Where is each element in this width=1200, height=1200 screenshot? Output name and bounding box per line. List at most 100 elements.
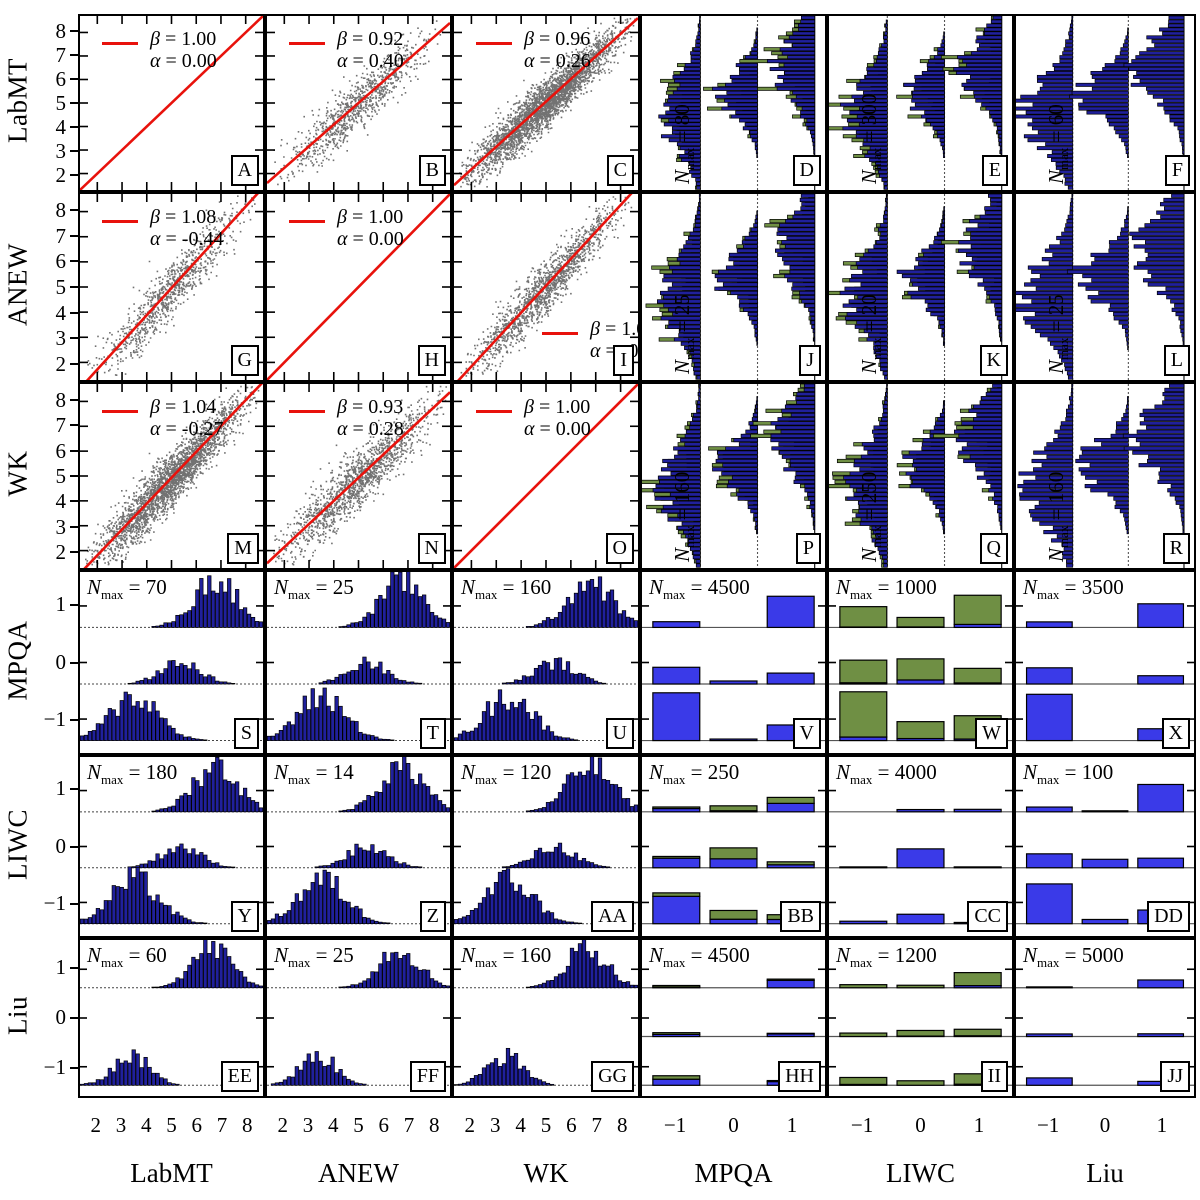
hist-bar — [310, 1061, 315, 1086]
hist-bar — [545, 802, 551, 813]
hist-bar — [465, 731, 471, 741]
hist-bar-blue — [942, 35, 945, 40]
hist-bar-blue — [934, 235, 945, 241]
hist-bar-blue — [813, 333, 816, 338]
hist-bar-blue — [726, 90, 758, 95]
hist-bar-blue — [1180, 509, 1185, 514]
hist-bar — [589, 862, 595, 869]
hist-bar-blue — [1135, 55, 1185, 60]
hist-bar — [346, 1078, 351, 1086]
stacked-bar-segment — [652, 692, 701, 742]
hist-bar-blue — [1071, 194, 1074, 198]
hist-bar — [183, 665, 188, 685]
stacked-bar-segment — [953, 972, 1002, 987]
hist-bar — [410, 778, 415, 813]
hist-bar-blue — [660, 316, 701, 321]
hist-bar-blue — [921, 114, 945, 119]
hist-bar-blue — [1165, 286, 1185, 291]
stacked-bar-segment — [766, 1032, 815, 1035]
hist-bar-blue — [868, 333, 888, 338]
hist-bar — [215, 757, 220, 813]
hist-bar-blue — [953, 67, 1003, 72]
hist-bar — [310, 882, 315, 925]
hist-bar — [163, 1078, 168, 1086]
hist-bar-blue — [853, 492, 888, 497]
panel-id-badge: EE — [220, 1061, 259, 1092]
hist-bar-blue — [729, 74, 758, 79]
hist-bar — [171, 805, 176, 813]
hist-bar-blue — [1027, 138, 1074, 143]
hist-bar-blue — [926, 63, 945, 68]
hist-bar-blue — [943, 31, 945, 36]
hist-bar-blue — [1056, 534, 1074, 539]
hist-bar-blue — [811, 324, 816, 329]
hist-bar-blue — [929, 429, 945, 434]
hist-bar-blue — [795, 471, 816, 476]
hist-bar-blue — [717, 450, 758, 455]
hist-bar-blue — [883, 185, 888, 190]
hist-bar — [358, 908, 363, 925]
hist-bar — [167, 806, 172, 813]
hist-bar — [378, 738, 383, 741]
hist-bar — [597, 965, 603, 989]
hist-bar-blue — [695, 43, 701, 48]
hist-bar-blue — [942, 408, 945, 413]
hist-bar-blue — [1016, 307, 1074, 312]
hist-bar — [183, 848, 188, 869]
hist-bar — [195, 854, 200, 869]
hist-bar-blue — [1078, 102, 1129, 107]
hist-bar-blue — [789, 265, 816, 270]
hist-bar — [330, 711, 335, 741]
nmax-label: Nmax = 1200 — [836, 943, 937, 971]
hist-bar — [179, 915, 184, 925]
stacked-bar-segment — [896, 1080, 945, 1086]
hist-bar — [505, 682, 511, 685]
hist-bar-blue — [930, 312, 945, 317]
ytick-label: 5 — [55, 464, 67, 488]
hist-bar-blue — [1041, 463, 1074, 468]
hist-bar — [195, 738, 200, 741]
hist-bar-blue — [896, 269, 945, 274]
hist-bar-blue — [886, 194, 888, 198]
hist-bar-blue — [875, 240, 888, 245]
hist-bar-blue — [1061, 542, 1074, 547]
ytick-label: −1 — [43, 1055, 66, 1079]
hist-bar-blue — [1143, 278, 1185, 283]
panel-GG: Nmax = 160 GG — [452, 938, 640, 1098]
panel-M: β = 1.04 α = -0.27 M — [78, 382, 265, 570]
hist-bar-blue — [961, 421, 1003, 426]
hist-bar — [159, 624, 164, 628]
hist-bar-blue — [855, 261, 888, 266]
panel-id-badge: P — [795, 533, 821, 564]
hist-bar-blue — [1064, 362, 1074, 367]
hist-bar-blue — [660, 290, 701, 296]
hist-bar-blue — [792, 214, 816, 219]
hist-bar-blue — [695, 181, 701, 186]
hist-bar-blue — [1036, 78, 1074, 83]
hist-bar-blue — [689, 350, 701, 355]
regression-line — [267, 194, 450, 380]
hist-bar-blue — [883, 563, 888, 568]
hist-bar — [246, 797, 252, 813]
ytick-mark — [70, 719, 79, 722]
hist-bar-blue — [1081, 450, 1129, 455]
hist-bar — [219, 681, 224, 685]
hist-bar-blue — [728, 479, 758, 484]
regression-line — [85, 194, 259, 380]
hist-bar — [545, 662, 551, 685]
hist-bar — [159, 858, 164, 869]
hist-bar — [513, 863, 519, 869]
hist-bar-blue — [914, 74, 945, 79]
hist-bar-blue — [968, 273, 1003, 279]
hist-bar-blue — [696, 404, 701, 409]
hist-bar — [242, 976, 248, 989]
hist-bar-blue — [1024, 282, 1074, 287]
ytick-mark — [70, 902, 79, 905]
hist-bar-blue — [728, 257, 758, 262]
hist-bar-blue — [696, 375, 701, 380]
hist-bar — [541, 807, 547, 813]
hist-bar-blue — [927, 303, 945, 308]
hist-bar-blue — [937, 316, 945, 321]
hist-bar — [390, 856, 395, 869]
hist-bar-blue — [1181, 517, 1185, 522]
